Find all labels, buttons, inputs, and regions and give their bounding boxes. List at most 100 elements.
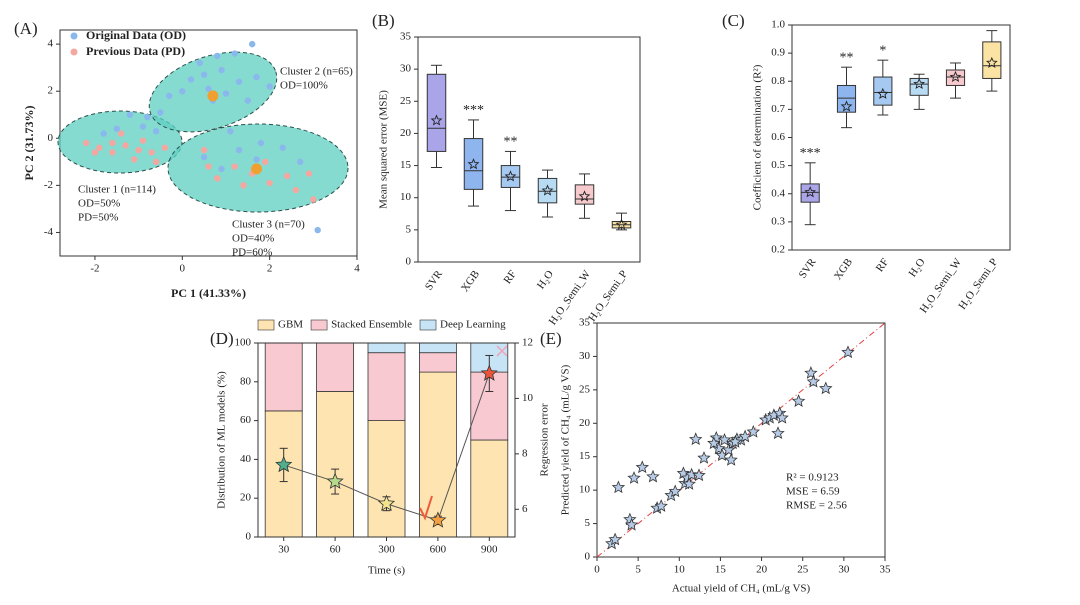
check-icon — [419, 495, 433, 521]
data-point — [231, 163, 238, 170]
x-tick-label: 35 — [880, 564, 892, 576]
x-tick-label: 300 — [378, 544, 395, 556]
y-tick-label: 0.6 — [771, 131, 785, 143]
data-point — [165, 92, 173, 100]
data-point — [257, 139, 265, 147]
mean-marker — [541, 184, 554, 196]
data-point — [200, 153, 208, 161]
bar-segment — [316, 342, 355, 392]
data-point — [139, 123, 147, 130]
box — [945, 69, 966, 86]
y-tick-label: 35 — [579, 317, 591, 329]
data-point — [152, 128, 160, 135]
data-point — [310, 196, 317, 203]
mean-marker — [876, 87, 889, 99]
centroid — [251, 163, 263, 175]
data-point — [240, 182, 247, 189]
annotation: R² = 0.9123 — [786, 472, 839, 484]
data-point — [96, 144, 103, 151]
box — [537, 177, 558, 204]
bar-segment — [418, 342, 457, 354]
data-point — [131, 156, 138, 163]
annotation: RMSE = 2.56 — [786, 500, 847, 512]
significance: * — [879, 43, 886, 58]
data-point — [722, 442, 736, 456]
y-tick-label: 2 — [48, 85, 54, 97]
bar-segment — [367, 342, 406, 354]
x-axis-label: PC 1 (41.33%) — [171, 286, 246, 300]
y-tick-label: 0.3 — [771, 215, 785, 227]
y-axis-label: Mean squared error (MSE) — [378, 90, 390, 209]
y-tick-label: 10 — [400, 191, 412, 203]
data-point — [144, 113, 151, 121]
data-point — [231, 50, 238, 57]
data-point — [218, 165, 225, 173]
legend-swatch — [70, 32, 78, 40]
x-tick-label: RF — [874, 256, 892, 274]
y-tick-label: 0.8 — [771, 75, 785, 87]
y-tick-label: 15 — [400, 159, 412, 171]
x-tick-label: XGB — [459, 268, 482, 294]
data-point — [248, 40, 256, 48]
y-tick-label: 0 — [406, 256, 412, 268]
mean-marker — [840, 100, 853, 112]
legend-label: Deep Learning — [440, 319, 506, 331]
data-point — [161, 144, 169, 151]
mean-marker — [986, 56, 998, 68]
data-point — [746, 424, 760, 438]
data-point — [218, 66, 225, 74]
data-point — [314, 226, 321, 234]
plot-frame — [257, 342, 516, 538]
data-point — [235, 146, 243, 154]
data-point — [283, 172, 291, 180]
box — [500, 165, 521, 188]
legend-swatch — [419, 319, 437, 331]
y-tick-label: 20 — [400, 127, 412, 139]
x-tick-label: 30 — [278, 544, 290, 556]
data-point — [841, 345, 855, 359]
data-point — [689, 432, 703, 446]
data-point — [266, 83, 273, 90]
data-point — [654, 499, 668, 512]
annotation: OD=50% — [78, 198, 120, 210]
mean-marker — [578, 190, 591, 202]
data-point — [804, 366, 818, 379]
x-tick-label: 600 — [430, 544, 447, 556]
plot-frame — [791, 24, 1011, 251]
data-point — [608, 532, 622, 546]
data-point — [205, 163, 212, 170]
x-tick-label: H₂O_Semi_P — [586, 268, 630, 324]
plot-frame — [596, 322, 886, 558]
x-tick-label: SVR — [423, 268, 445, 293]
data-point — [692, 468, 706, 482]
y-tick-label: 0.2 — [771, 244, 785, 256]
data-point — [684, 467, 699, 481]
x-tick-label: 5 — [635, 564, 641, 576]
data-point — [139, 137, 147, 144]
y-tick-label: 0 — [246, 531, 252, 543]
mean-marker — [615, 218, 628, 230]
bar-segment — [418, 371, 457, 538]
data-point — [227, 128, 234, 135]
data-point — [697, 451, 711, 464]
y-tick-label: 0.4 — [771, 187, 785, 199]
data-point — [157, 109, 164, 116]
y-tick-label: 8 — [522, 447, 528, 459]
bar-segment — [470, 439, 509, 538]
data-point — [200, 146, 208, 154]
y-tick-label: 100 — [235, 337, 252, 349]
y-tick-label: 1.0 — [771, 19, 785, 31]
bar-segment — [367, 420, 406, 538]
y-tick-label: 25 — [579, 383, 591, 395]
significance: ** — [504, 135, 518, 150]
y-tick-label: 4 — [48, 38, 54, 50]
y-tick-label: 10 — [522, 392, 534, 404]
x-axis-label: Actual yield of CH₄ (mL/g VS) — [672, 583, 811, 595]
data-point — [148, 149, 155, 156]
box — [426, 73, 447, 152]
x-tick-label: 25 — [797, 564, 809, 576]
y-tick-label: 30 — [400, 63, 412, 75]
panel-label: (C) — [722, 11, 745, 30]
data-point — [100, 130, 107, 137]
box — [574, 184, 595, 205]
